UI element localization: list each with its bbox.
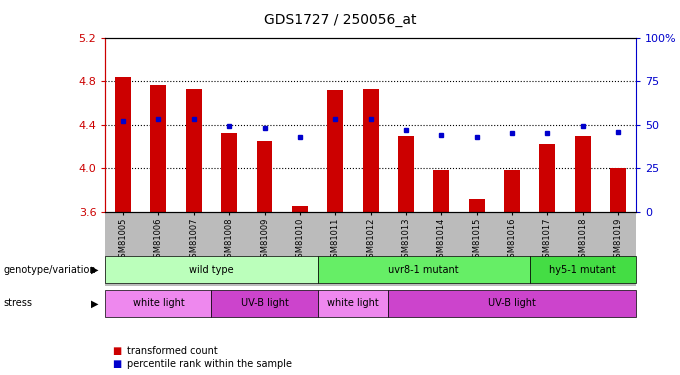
Bar — [539, 144, 556, 212]
Text: wild type: wild type — [189, 265, 234, 274]
Text: stress: stress — [3, 298, 33, 308]
Text: ■: ■ — [112, 359, 122, 369]
Text: genotype/variation: genotype/variation — [3, 265, 96, 274]
Bar — [150, 86, 167, 212]
Bar — [186, 89, 202, 212]
Bar — [610, 168, 626, 212]
Text: percentile rank within the sample: percentile rank within the sample — [127, 359, 292, 369]
Text: UV-B light: UV-B light — [488, 298, 536, 308]
Bar — [469, 199, 485, 212]
Text: hy5-1 mutant: hy5-1 mutant — [549, 265, 616, 274]
Bar — [362, 89, 379, 212]
Bar — [575, 136, 591, 212]
Text: white light: white light — [327, 298, 379, 308]
Text: UV-B light: UV-B light — [241, 298, 288, 308]
Bar — [221, 134, 237, 212]
Text: white light: white light — [133, 298, 184, 308]
Text: GDS1727 / 250056_at: GDS1727 / 250056_at — [264, 13, 416, 27]
Text: ▶: ▶ — [91, 298, 99, 308]
Text: transformed count: transformed count — [127, 346, 218, 355]
Bar — [327, 90, 343, 212]
Bar — [433, 171, 449, 212]
Text: ▶: ▶ — [91, 265, 99, 274]
Bar — [292, 206, 308, 212]
Text: ■: ■ — [112, 346, 122, 355]
Bar — [115, 77, 131, 212]
Bar — [504, 171, 520, 212]
Text: uvr8-1 mutant: uvr8-1 mutant — [388, 265, 459, 274]
Bar — [256, 141, 273, 212]
Bar — [398, 136, 414, 212]
